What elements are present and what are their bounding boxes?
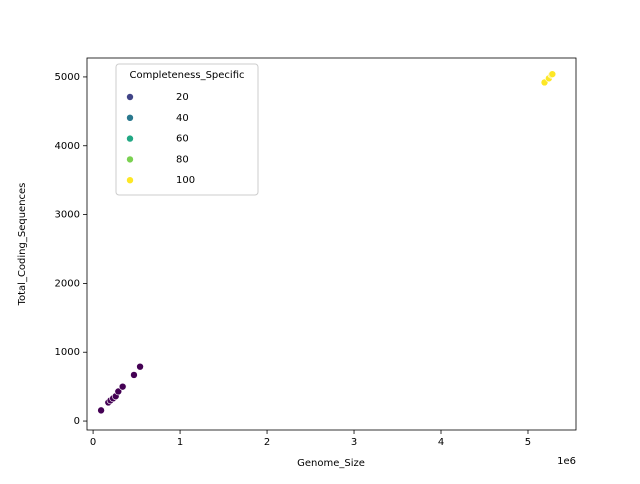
legend-label: 80 — [176, 154, 189, 165]
y-tick-label: 1000 — [55, 347, 80, 358]
legend-marker — [126, 134, 134, 143]
point — [130, 371, 138, 379]
y-tick-label: 5000 — [55, 72, 80, 83]
legend-title: Completeness_Specific — [129, 70, 244, 81]
point — [118, 382, 127, 391]
plot-frame — [86, 57, 577, 431]
point — [97, 406, 105, 415]
legend-label: 20 — [176, 92, 189, 103]
y-tick-label: 4000 — [55, 141, 80, 152]
x-tick-label: 3 — [351, 437, 357, 448]
y-tick-label: 3000 — [55, 210, 80, 221]
x-tick-label: 0 — [90, 437, 96, 448]
legend-label: 40 — [176, 113, 189, 124]
legend-box — [115, 63, 259, 196]
legend-marker — [126, 155, 134, 164]
x-tick-label: 1 — [177, 437, 183, 448]
y-axis-label: Total_Coding_Sequences — [17, 183, 28, 307]
y-tick-label: 2000 — [55, 278, 80, 289]
point — [114, 387, 123, 396]
point — [136, 362, 144, 371]
legend-marker — [126, 114, 134, 122]
point — [548, 70, 557, 78]
x-tick-label: 5 — [525, 437, 531, 448]
x-tick-label: 2 — [264, 437, 270, 448]
legend-marker — [126, 176, 134, 184]
x-axis-label: Genome_Size — [297, 458, 365, 469]
x-offset-label: 1e6 — [557, 456, 576, 467]
legend-label: 60 — [176, 134, 189, 145]
legend-label: 100 — [176, 175, 195, 186]
x-tick-label: 4 — [438, 437, 444, 448]
y-tick-label: 0 — [74, 416, 80, 427]
legend-marker — [126, 93, 134, 101]
